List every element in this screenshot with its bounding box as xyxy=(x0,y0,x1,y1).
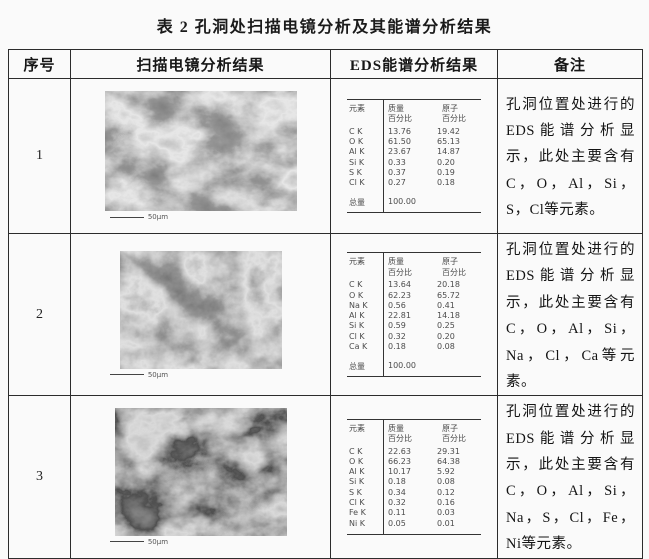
scale-bar xyxy=(109,374,144,376)
scale-bar xyxy=(109,541,144,543)
eds-cell: 元素 质量 百分比 原子 百分比 C K 13.76 19.42 O K 61.50 65.… xyxy=(330,78,498,234)
eds-total-row: 总量 100.00 xyxy=(349,360,416,371)
col-header-index: 序号 xyxy=(8,49,71,79)
row-index-cell: 2 xyxy=(8,232,71,397)
eds-row: Al K 10.17 5.92 xyxy=(349,467,455,477)
eds-row: Si K 0.18 0.08 xyxy=(349,477,455,487)
eds-table: 元素 质量 百分比 原子 百分比 C K 13.76 19.42 O K 61.50 65.… xyxy=(347,98,481,214)
table-row: 3 50μm 元素 质量 百分比 原子 百分比 xyxy=(8,395,643,559)
eds-header: 元素 质量 百分比 原子 百分比 xyxy=(349,257,466,277)
eds-cell: 元素 质量 百分比 原子 百分比 C K 13.64 20.18 O K 62.23 65.… xyxy=(330,232,498,397)
eds-total-row: 总量 100.00 xyxy=(349,197,416,208)
eds-header: 元素 质量 百分比 原子 百分比 xyxy=(349,423,466,444)
eds-row: C K 13.64 20.18 xyxy=(349,280,460,290)
remark-text: 孔洞位置处进行的EDS能谱分析显示，此处主要含有C，O，Al，Si，Na，S，C… xyxy=(506,404,635,553)
eds-row: Cl K 0.32 0.16 xyxy=(349,498,455,508)
remark-cell: 孔洞位置处进行的EDS能谱分析显示，此处主要含有C，O，Al，Si，Na，Cl，… xyxy=(497,232,643,397)
remark-cell: 孔洞位置处进行的EDS能谱分析显示，此处主要含有C，O，Al，Si，S，Cl等元… xyxy=(497,78,643,234)
results-table: 序号 扫描电镜分析结果 EDS能谱分析结果 备注 1 50μm xyxy=(8,49,643,559)
row-index-cell: 3 xyxy=(8,395,71,559)
eds-row: Na K 0.56 0.41 xyxy=(349,300,455,310)
scale-label: 50μm xyxy=(147,370,169,379)
row-index-cell: 1 xyxy=(8,78,71,234)
eds-divider xyxy=(383,419,385,534)
sem-caption: 50μm xyxy=(109,213,291,221)
sem-caption: 50μm xyxy=(109,537,291,546)
remark-text: 孔洞位置处进行的EDS能谱分析显示，此处主要含有C，O，Al，Si，Na，Cl，… xyxy=(506,242,635,390)
eds-row: Cl K 0.27 0.18 xyxy=(349,178,455,188)
table-row: 1 50μm 元素 质量 百分比 原子 百分比 xyxy=(8,78,643,234)
eds-row: Fe K 0.11 0.03 xyxy=(349,508,455,518)
eds-row: O K 62.23 65.72 xyxy=(349,290,460,300)
eds-divider xyxy=(383,253,385,376)
page-title: 表 2 孔洞处扫描电镜分析及其能谱分析结果 xyxy=(156,19,493,36)
sem-cell: 50μm xyxy=(70,232,331,397)
eds-row: C K 22.63 29.31 xyxy=(349,446,460,456)
eds-table: 元素 质量 百分比 原子 百分比 C K 13.64 20.18 O K 62.23 65.… xyxy=(347,252,481,377)
eds-row: Cl K 0.32 0.20 xyxy=(349,331,455,341)
eds-row: S K 0.34 0.12 xyxy=(349,487,455,497)
eds-table: 元素 质量 百分比 原子 百分比 C K 22.63 29.31 O K 66.23 64.… xyxy=(347,418,481,535)
sem-cell: 50μm xyxy=(70,395,331,559)
remark-cell: 孔洞位置处进行的EDS能谱分析显示，此处主要含有C，O，Al，Si，Na，S，C… xyxy=(497,395,643,559)
eds-row: O K 66.23 64.38 xyxy=(349,456,460,466)
table-row: 2 50μm 元素 质量 百分比 原子 百分比 xyxy=(8,232,643,397)
eds-row: Ca K 0.18 0.08 xyxy=(349,342,455,351)
scale-label: 50μm xyxy=(147,537,169,546)
sem-micrograph xyxy=(104,91,297,211)
eds-row: Si K 0.59 0.25 xyxy=(349,321,455,331)
eds-row: Al K 23.67 14.87 xyxy=(349,147,460,157)
sem-micrograph xyxy=(119,250,282,369)
eds-row: Al K 22.81 14.18 xyxy=(349,311,460,321)
eds-row: C K 13.76 19.42 xyxy=(349,126,460,136)
header-row: 序号 扫描电镜分析结果 EDS能谱分析结果 备注 xyxy=(8,49,643,79)
eds-header-element: 元素 xyxy=(349,103,365,113)
eds-row: Ni K 0.05 0.01 xyxy=(349,518,455,528)
col-header-eds: EDS能谱分析结果 xyxy=(330,49,498,79)
sem-micrograph xyxy=(114,407,287,536)
eds-divider xyxy=(383,99,385,213)
eds-row: O K 61.50 65.13 xyxy=(349,137,460,147)
eds-cell: 元素 质量 百分比 原子 百分比 C K 22.63 29.31 O K 66.23 64.… xyxy=(330,395,498,559)
scale-bar xyxy=(109,216,144,218)
col-header-remark: 备注 xyxy=(497,49,643,79)
sem-cell: 50μm xyxy=(70,78,331,234)
eds-header: 元素 质量 百分比 原子 百分比 xyxy=(349,103,466,124)
remark-text: 孔洞位置处进行的EDS能谱分析显示，此处主要含有C，O，Al，Si，S，Cl等元… xyxy=(506,96,635,219)
col-header-sem: 扫描电镜分析结果 xyxy=(70,49,331,79)
eds-row: S K 0.37 0.19 xyxy=(349,167,455,177)
scale-label: 50μm xyxy=(147,213,169,221)
sem-caption: 50μm xyxy=(109,370,291,379)
eds-row: Si K 0.33 0.20 xyxy=(349,157,455,167)
